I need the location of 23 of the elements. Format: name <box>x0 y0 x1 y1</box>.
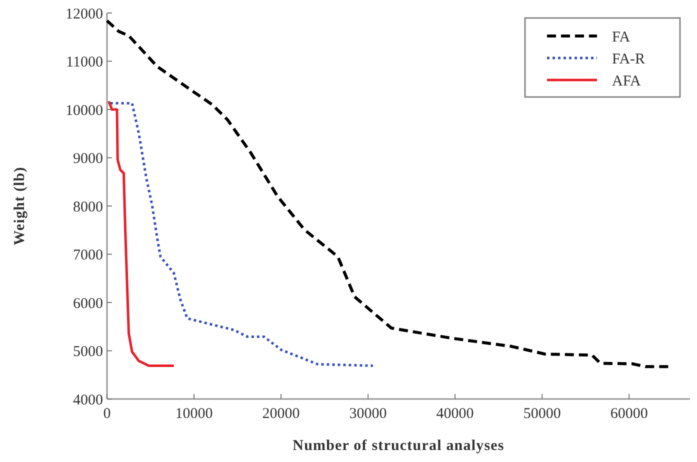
line-series <box>107 100 176 367</box>
y-tick-label: 9000 <box>73 151 103 167</box>
x-tick-label: 10000 <box>175 406 213 422</box>
y-axis-title: Weight (lb) <box>12 166 28 246</box>
line-series <box>109 102 374 367</box>
legend-label: FA-R <box>612 51 646 68</box>
x-tick-label: 0 <box>103 406 111 422</box>
y-tick-label: 11000 <box>66 54 103 70</box>
y-tick-label: 10000 <box>66 102 103 119</box>
y-tick-label: 8000 <box>73 199 103 216</box>
x-tick-label: 20000 <box>262 406 300 422</box>
legend-label: AFA <box>612 73 642 90</box>
y-tick-label: 5000 <box>73 344 103 360</box>
x-axis-title: Number of structural analyses <box>292 438 504 454</box>
legend-label: FA <box>612 29 630 46</box>
x-tick-label: 50000 <box>523 406 561 422</box>
y-tick-label: 7000 <box>73 248 103 264</box>
y-tick-label: 6000 <box>73 296 103 312</box>
x-tick-label: 60000 <box>610 406 648 422</box>
y-tick-label: 12000 <box>66 6 103 22</box>
x-tick-label: 40000 <box>436 406 474 422</box>
x-tick-label: 30000 <box>349 406 387 422</box>
y-tick-label: 4000 <box>73 392 103 408</box>
